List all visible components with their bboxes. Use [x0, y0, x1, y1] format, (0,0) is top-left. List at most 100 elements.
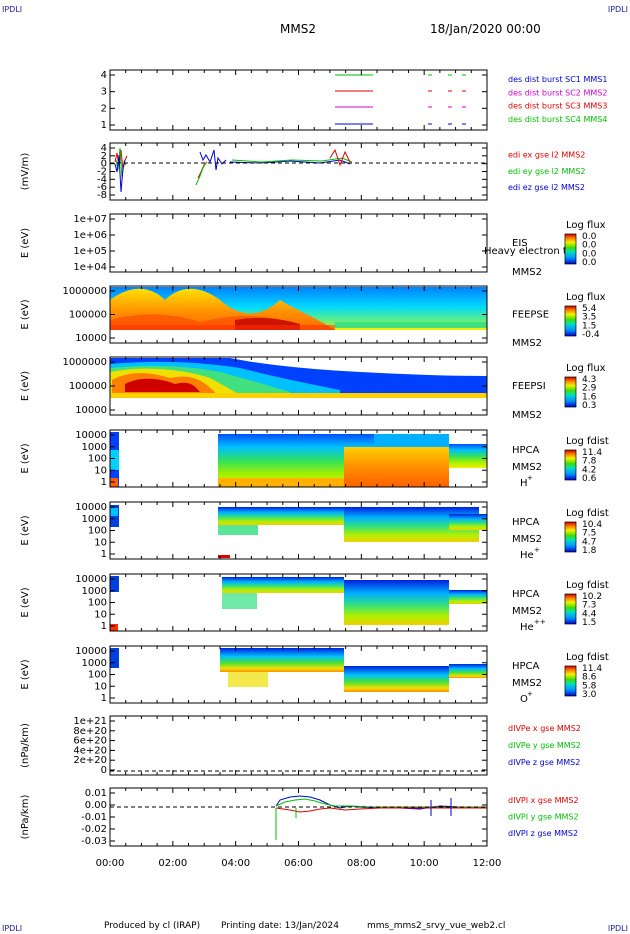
y-tick-label: 1e+05	[73, 246, 107, 257]
hpca-h-spectrogram	[110, 432, 487, 487]
y-tick-label: 1	[101, 549, 107, 560]
panel-frame	[109, 213, 488, 273]
y-axis-label: E (eV)	[20, 299, 31, 329]
colorbar-tick-label: 5.4	[582, 304, 597, 314]
panel-feepse: 1000000 100000 10000 E (eV) FEEPSE MMS2 Log fl…	[20, 285, 606, 349]
y-tick-label: 10000	[75, 574, 107, 585]
y-tick-label: -0.01	[81, 812, 107, 823]
colorbar-title: Log fdist	[566, 508, 609, 519]
y-tick-label: 100	[88, 526, 107, 537]
footer-produced-by: Produced by cl (IRAP)	[104, 921, 201, 931]
colorbar-tick-label: 1.5	[582, 321, 596, 331]
colorbar-tick-label: 7.8	[582, 457, 597, 467]
colorbar-tick-label: 5.8	[582, 681, 597, 691]
legend-entry: dIVPI x gse MMS2	[508, 796, 579, 805]
y-tick-label: 1	[101, 693, 107, 704]
colorbar	[564, 233, 577, 265]
watermark-bottom-left: IPDLI	[2, 924, 23, 933]
y-tick-label: 100	[88, 454, 107, 465]
panel-frame	[109, 142, 488, 201]
colorbar-tick-label: 0.0	[582, 232, 597, 242]
y-tick-label: 10	[94, 537, 107, 548]
instrument-label: HPCA	[512, 589, 540, 600]
instrument-label: EIS	[512, 238, 528, 249]
y-tick-label: 1000000	[62, 286, 107, 297]
legend-entry: des dist burst SC4 MMS4	[508, 115, 607, 124]
burst-segments	[335, 74, 466, 125]
x-tick-label: 08:00	[347, 858, 376, 869]
species-label: He	[520, 622, 534, 633]
legend-entry: dIVPI z gse MMS2	[508, 829, 578, 838]
colorbar-title: Log fdist	[566, 580, 609, 591]
colorbar-tick-label: 3.5	[582, 313, 596, 323]
y-tick-label: 10	[94, 609, 107, 620]
species-charge: +	[534, 546, 540, 554]
y-tick-label: 2	[101, 151, 107, 162]
y-tick-label: 10	[94, 465, 107, 476]
y-tick-label: 0	[101, 765, 107, 776]
colorbar-tick-label: 0.0	[582, 241, 597, 251]
y-tick-label: 10000	[75, 430, 107, 441]
legend-entry: edi ey gse l2 MMS2	[508, 167, 586, 176]
y-axis-label: E (eV)	[20, 587, 31, 617]
footer-filename: mms_mms2_srvy_vue_web2.cl	[367, 921, 506, 931]
colorbar-tick-label: 11.4	[582, 664, 602, 674]
y-tick-label: 2	[101, 103, 107, 114]
instrument-label: FEEPSE	[512, 310, 549, 321]
hpca-he2-spectrogram	[110, 576, 487, 631]
colorbar-tick-label: 3.0	[582, 690, 597, 700]
colorbar-tick-label: 0.0	[582, 249, 597, 259]
y-tick-label: 1000	[82, 586, 107, 597]
y-tick-label: 10000	[75, 502, 107, 513]
panel-burst: 4 3 2 1 des dist burst SC1 MMS1 des dist burs…	[101, 69, 607, 131]
colorbar	[564, 665, 577, 697]
legend-entry: edi ex gse l2 MMS2	[508, 151, 585, 160]
y-tick-label: 1e+06	[73, 230, 107, 241]
x-tick-label: 04:00	[221, 858, 250, 869]
colorbar-title: Log flux	[566, 363, 606, 374]
colorbar-tick-label: 4.7	[582, 537, 596, 547]
y-axis-label: (nPa/km)	[20, 795, 31, 840]
instrument-subtitle: Heavy electron to	[484, 246, 573, 257]
x-tick-label: 10:00	[410, 858, 439, 869]
y-axis-label: (mV/m)	[20, 153, 31, 191]
date-title: 18/Jan/2020 00:00	[430, 22, 541, 36]
y-axis-label: E (eV)	[20, 371, 31, 401]
spacecraft-title: MMS2	[280, 22, 316, 36]
x-tick-label: 00:00	[96, 858, 125, 869]
x-tick-label: 02:00	[158, 858, 187, 869]
y-tick-label: -6	[97, 182, 107, 193]
spacecraft-label: MMS2	[512, 338, 542, 349]
colorbar	[564, 593, 577, 625]
colorbar	[564, 376, 577, 408]
x-tick-label: 12:00	[473, 858, 502, 869]
panel-frame	[109, 69, 488, 131]
watermark-top-left: IPDLI	[2, 5, 23, 14]
y-tick-label: 10000	[75, 646, 107, 657]
y-tick-label: 100000	[69, 310, 107, 321]
y-tick-label: -0.03	[81, 836, 107, 847]
hpca-he-spectrogram	[110, 505, 487, 558]
y-tick-label: 1000	[82, 658, 107, 669]
watermark-top-right: IPDLI	[607, 5, 628, 14]
y-tick-label: 1000	[82, 514, 107, 525]
colorbar	[564, 449, 577, 481]
legend-entry: dIVPe y gse MMS2	[508, 741, 581, 750]
colorbar-tick-label: 4.4	[582, 609, 597, 619]
y-axis-label: E (eV)	[20, 515, 31, 545]
colorbar-tick-label: 7.5	[582, 529, 596, 539]
y-tick-label: 2e+20	[73, 755, 107, 766]
instrument-label: HPCA	[512, 661, 540, 672]
y-tick-label: 100	[88, 598, 107, 609]
species-charge: +	[527, 474, 533, 482]
y-tick-label: 6e+20	[73, 736, 107, 747]
species-label: H	[520, 478, 528, 489]
legend-entry: des dist burst SC2 MMS2	[508, 88, 607, 97]
species-label: He	[520, 550, 534, 561]
legend-entry: dIVPe x gse MMS2	[508, 724, 581, 733]
species-charge: +	[527, 690, 533, 698]
colorbar-tick-label: 7.3	[582, 601, 596, 611]
y-tick-label: 0.00	[85, 800, 107, 811]
